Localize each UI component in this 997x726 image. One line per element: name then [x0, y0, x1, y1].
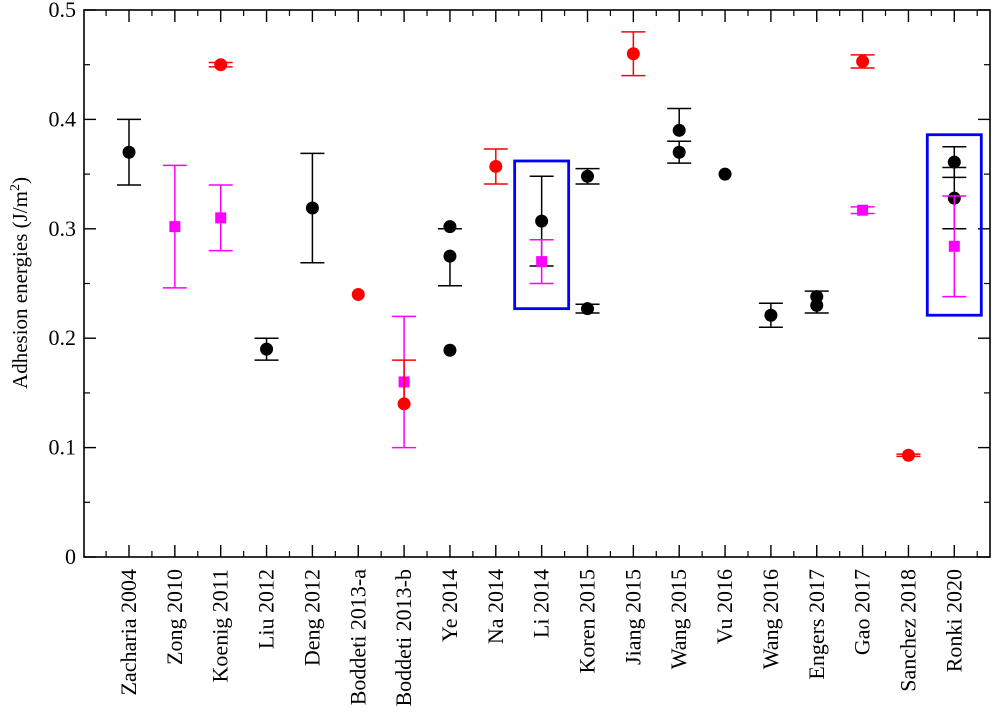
x-tick-label: Sanchez 2018	[895, 569, 920, 692]
circle-marker	[351, 287, 365, 301]
circle-marker	[626, 47, 640, 61]
data-point	[437, 249, 462, 287]
circle-marker	[397, 397, 411, 411]
x-tick-label: Zacharia 2004	[116, 569, 141, 695]
x-tick-label: Vu 2016	[712, 569, 737, 644]
x-tick-label: Boddeti 2013-b	[391, 569, 416, 707]
highlight-boxes	[513, 133, 983, 317]
data-point	[254, 337, 279, 361]
data-point	[667, 140, 692, 164]
circle-marker	[856, 54, 870, 68]
data-point	[529, 238, 554, 285]
data-point	[575, 302, 600, 316]
y-axis: 0 0.1 0.2 0.3 0.4 0.5	[49, 0, 990, 569]
data-point	[850, 54, 875, 69]
circle-marker	[122, 145, 136, 159]
data-point	[896, 448, 921, 462]
circle-marker	[535, 214, 549, 228]
circle-marker	[305, 201, 319, 215]
circle-marker	[581, 302, 594, 316]
y-tick-label: 0	[65, 544, 76, 569]
data-point	[443, 343, 457, 357]
data-point	[942, 195, 967, 298]
x-tick-label: Li 2014	[529, 569, 554, 638]
data-point	[162, 164, 187, 289]
data-point	[718, 167, 732, 181]
x-tick-label: Jiang 2015	[620, 569, 645, 665]
x-tick-label: Ye 2014	[437, 569, 462, 642]
x-tick-label: Koren 2015	[575, 569, 600, 673]
y-axis-label: Adhesion energies (J/m2)	[8, 177, 32, 389]
x-tick-label: Boddeti 2013-a	[345, 569, 370, 705]
y-tick-label: 0.5	[49, 0, 77, 22]
x-tick-label: Engers 2017	[804, 569, 829, 680]
circle-marker	[214, 58, 228, 72]
data-point	[758, 302, 783, 329]
data-point	[208, 184, 233, 252]
circle-marker	[672, 123, 686, 137]
data-point	[392, 359, 417, 411]
circle-marker	[489, 159, 503, 173]
x-axis: Zacharia 2004 Zong 2010 Koenig 2011 Liu 201…	[105, 10, 978, 707]
circle-marker	[260, 342, 274, 356]
square-marker	[857, 204, 869, 216]
circle-marker	[947, 155, 961, 169]
circle-marker	[764, 308, 778, 322]
data-point	[351, 287, 365, 301]
data-point	[483, 148, 508, 185]
square-marker	[215, 212, 227, 224]
x-tick-label: Ronki 2020	[941, 569, 966, 672]
highlight-box	[513, 159, 571, 311]
circle-marker	[810, 298, 824, 312]
x-tick-label: Liu 2012	[254, 569, 279, 649]
y-tick-label: 0.4	[49, 106, 77, 131]
square-marker	[948, 240, 960, 252]
x-tick-label: Wang 2015	[666, 569, 691, 669]
circle-marker	[443, 343, 457, 357]
x-tick-label: Deng 2012	[299, 569, 324, 666]
square-marker	[169, 221, 181, 233]
y-tick-label: 0.3	[49, 216, 77, 241]
data-point	[667, 107, 692, 137]
x-tick-label: Wang 2016	[758, 569, 783, 669]
highlight-box	[925, 133, 983, 317]
circle-marker	[443, 220, 457, 234]
x-tick-label: Na 2014	[483, 569, 508, 644]
circle-marker	[672, 145, 686, 159]
data-point	[117, 118, 141, 186]
circle-marker	[718, 167, 732, 181]
data-point	[621, 31, 646, 77]
data-point	[575, 167, 600, 185]
data-point	[850, 204, 875, 216]
data-point	[804, 298, 829, 314]
circle-marker	[901, 448, 915, 462]
x-tick-label: Koenig 2011	[208, 569, 233, 682]
circle-marker	[443, 249, 457, 263]
data-point	[208, 58, 233, 72]
circle-marker	[581, 169, 594, 183]
y-tick-label: 0.1	[49, 435, 77, 460]
data-markers	[117, 31, 967, 462]
data-point	[437, 220, 462, 234]
data-point	[300, 152, 325, 264]
x-tick-label: Zong 2010	[162, 569, 187, 665]
y-tick-label: 0.2	[49, 325, 77, 350]
square-marker	[536, 256, 548, 268]
x-tick-label: Gao 2017	[850, 569, 875, 655]
